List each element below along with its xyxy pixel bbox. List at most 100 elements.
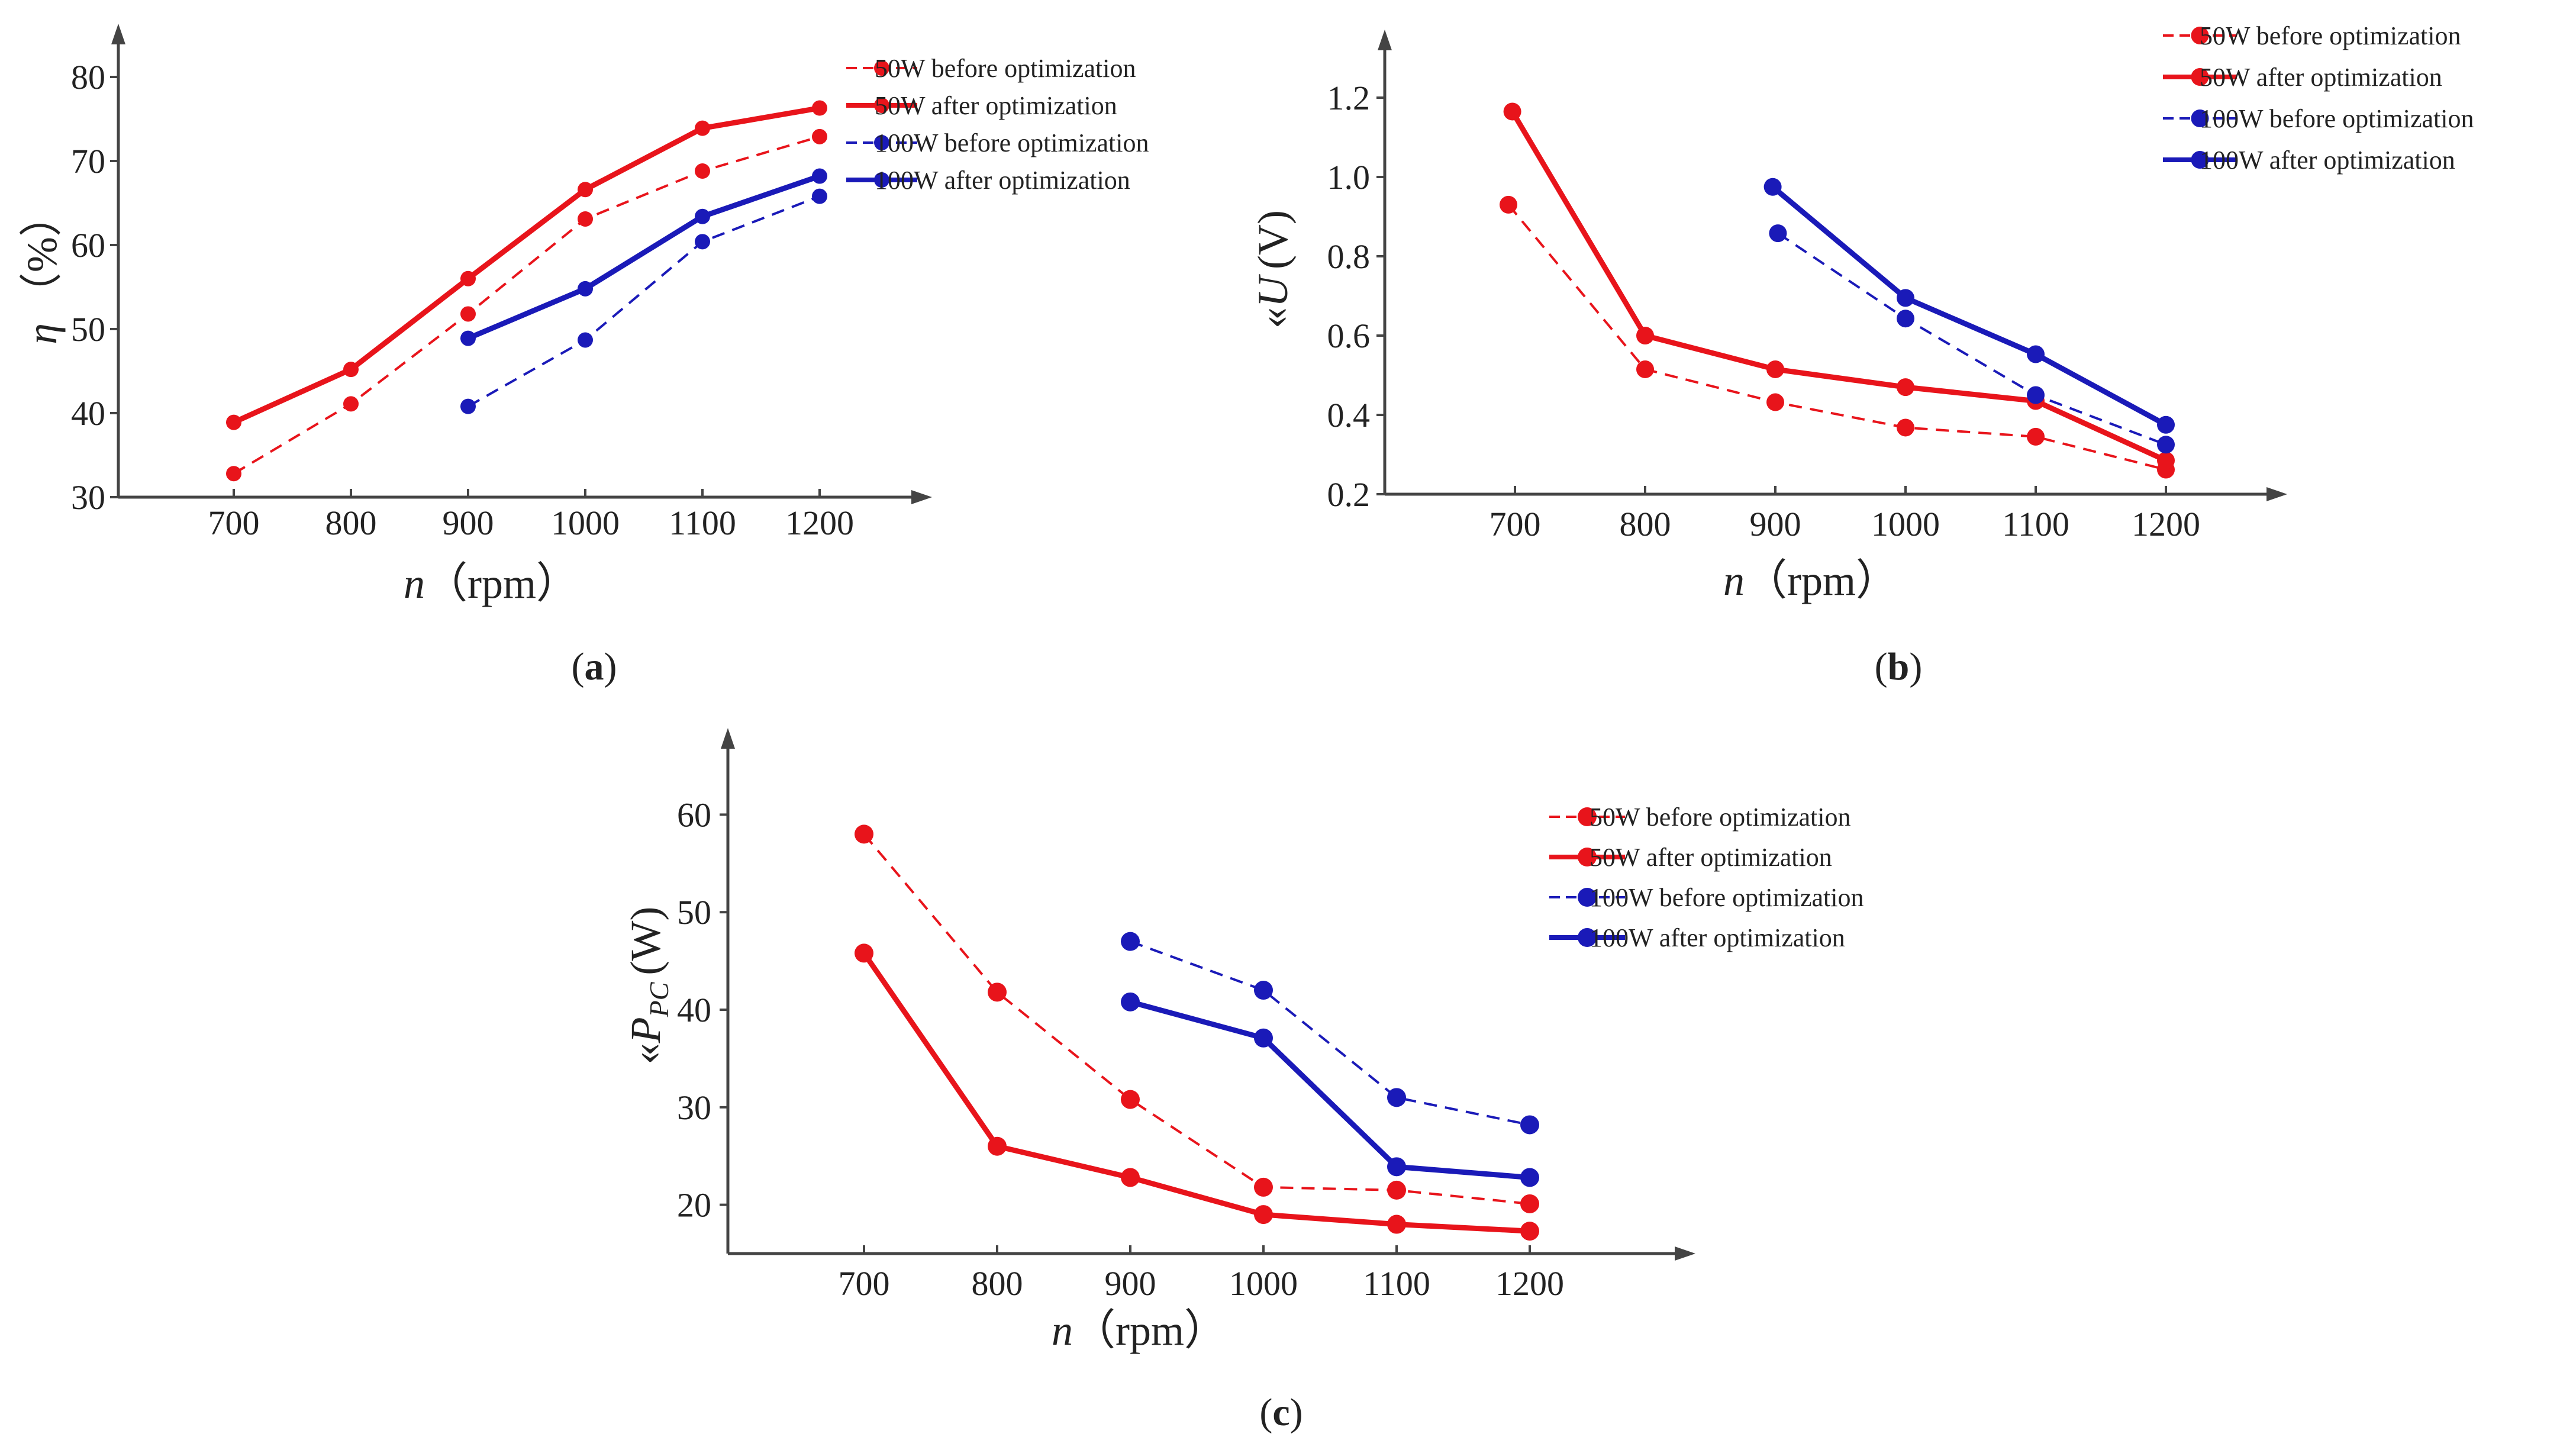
data-point <box>812 168 827 184</box>
legend-marker-3 <box>874 172 889 188</box>
data-point <box>460 398 476 414</box>
data-point <box>855 824 873 844</box>
data-point <box>578 211 593 227</box>
series-line-1 <box>233 105 820 425</box>
y-tick-label: 60 <box>677 795 711 834</box>
legend-label-0: 50W before optimization <box>1590 803 1851 832</box>
data-point <box>1520 1168 1539 1187</box>
data-point <box>1636 327 1654 344</box>
x-tick-label: 1200 <box>2132 505 2200 543</box>
panel-b-y-axis-label: «U(V) <box>1249 210 1297 328</box>
panel-b-axes <box>1378 30 2287 501</box>
data-point <box>578 182 593 198</box>
y-tick-label: 0.8 <box>1327 237 1371 276</box>
data-point <box>1387 1157 1406 1177</box>
data-point <box>578 332 593 348</box>
legend-marker-3 <box>1578 928 1597 947</box>
panel-a-x-ticks: 700 800 900 1000 1100 1200 <box>208 489 854 542</box>
data-point <box>695 234 710 250</box>
panel-c-power-chart: 20 30 40 50 60 700 800 900 1000 1100 1200 «PPC(W)… <box>622 728 1864 1434</box>
series-line-2 <box>1777 232 2166 446</box>
data-point <box>1387 1180 1406 1200</box>
panel-c-label: (c) <box>1259 1391 1302 1434</box>
legend-marker-1 <box>1578 848 1597 866</box>
data-point <box>988 982 1007 1002</box>
x-tick-label: 1200 <box>1495 1264 1564 1303</box>
x-tick-label: 900 <box>1105 1264 1156 1303</box>
data-point <box>988 1136 1007 1156</box>
y-tick-label: 80 <box>71 58 105 96</box>
legend-label-0: 50W before optimization <box>875 54 1136 83</box>
y-tick-label: 30 <box>677 1088 711 1127</box>
data-point <box>1763 178 1782 196</box>
y-tick-label: 40 <box>677 991 711 1029</box>
legend-marker-0 <box>874 60 889 76</box>
data-point <box>1500 195 1517 214</box>
panel-a-axes <box>111 24 932 504</box>
panel-c-x-ticks: 700 800 900 1000 1100 1200 <box>839 1245 1564 1303</box>
data-point <box>1636 360 1654 378</box>
x-tick-label: 700 <box>839 1264 890 1303</box>
series-line-0 <box>1507 204 2166 471</box>
data-point <box>812 188 827 204</box>
series-line-3 <box>1129 999 1530 1180</box>
legend-marker-2 <box>1578 888 1597 907</box>
series-line-0 <box>233 135 820 475</box>
panel-c-series <box>855 824 1539 1241</box>
x-tick-label: 1000 <box>1229 1264 1298 1303</box>
y-tick-label: 1.2 <box>1327 79 1371 117</box>
legend-label-1: 50W after optimization <box>875 91 1117 120</box>
panel-c-axes <box>721 728 1695 1261</box>
data-point <box>343 396 359 412</box>
data-point <box>1254 1028 1273 1048</box>
data-point <box>1520 1194 1539 1213</box>
data-point <box>460 270 476 286</box>
y-tick-label: 50 <box>677 893 711 932</box>
data-point <box>812 100 827 116</box>
legend-marker-2 <box>2191 109 2209 127</box>
series-line-2 <box>1130 940 1530 1126</box>
y-tick-label: 50 <box>71 310 105 349</box>
panel-b-y-ticks: 0.2 0.4 0.6 0.8 1.0 1.2 <box>1327 79 1385 514</box>
y-tick-label: 1.0 <box>1327 158 1371 196</box>
data-point <box>695 120 710 136</box>
panel-c-x-axis-label: n（rpm） <box>1052 1307 1227 1354</box>
legend-label-3: 100W after optimization <box>875 166 1130 195</box>
panel-b-legend: 50W before optimization 50W after optimiz… <box>2163 21 2474 175</box>
x-tick-label: 1000 <box>1871 505 1940 543</box>
series-line-1 <box>862 951 1530 1234</box>
y-tick-label: 20 <box>677 1186 711 1225</box>
data-point <box>2157 452 2175 470</box>
legend-marker-0 <box>2191 27 2209 44</box>
legend-label-0: 50W before optimization <box>2200 21 2461 50</box>
x-tick-label: 700 <box>208 504 260 542</box>
panel-a-label: (a) <box>572 645 617 688</box>
data-point <box>695 208 710 224</box>
panel-b-series <box>1500 102 2175 479</box>
y-tick-label: 60 <box>71 226 105 265</box>
x-tick-label: 1000 <box>551 504 620 542</box>
data-point <box>1897 418 1914 437</box>
legend-label-2: 100W before optimization <box>1590 883 1864 912</box>
series-line-1 <box>1510 110 2167 463</box>
panel-b-x-ticks: 700 800 900 1000 1100 1200 <box>1489 486 2200 543</box>
x-tick-label: 1100 <box>2002 505 2069 543</box>
legend-label-2: 100W before optimization <box>2200 104 2474 133</box>
data-point <box>1254 1177 1273 1197</box>
x-tick-label: 800 <box>325 504 377 542</box>
data-point <box>1254 1205 1273 1225</box>
panel-c-y-ticks: 20 30 40 50 60 <box>677 795 728 1225</box>
panel-a-y-ticks: 30 40 50 60 70 80 <box>71 58 118 517</box>
data-point <box>812 128 827 144</box>
data-point <box>1121 992 1140 1011</box>
data-point <box>1387 1215 1406 1234</box>
y-tick-label: 40 <box>71 394 105 433</box>
legend-marker-2 <box>874 135 889 150</box>
panel-a-series <box>226 100 827 482</box>
series-line-3 <box>467 173 821 341</box>
legend-label-3: 100W after optimization <box>1590 923 1845 952</box>
data-point <box>2157 436 2175 454</box>
x-tick-label: 700 <box>1489 505 1541 543</box>
y-tick-label: 0.4 <box>1327 396 1371 434</box>
